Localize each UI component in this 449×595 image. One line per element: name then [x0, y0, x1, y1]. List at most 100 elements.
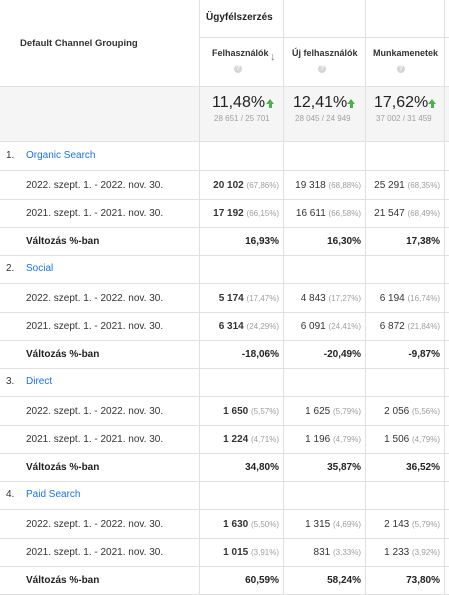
metric-cell: 1 650 (5,57%)	[223, 406, 279, 417]
metric-cell: 2 143 (5,79%)	[384, 519, 440, 530]
metric-value: 1 196	[305, 434, 331, 445]
channel-link[interactable]: Paid Search	[26, 489, 81, 500]
change-label: Változás %-ban	[26, 236, 100, 247]
metric-cell: 1 625 (5,79%)	[305, 406, 361, 417]
metric-share: (4,79%)	[332, 435, 361, 444]
change-value: 58,24%	[327, 575, 361, 586]
row-divider	[0, 312, 449, 313]
metric-cell: 1 506 (4,79%)	[384, 434, 440, 445]
help-icon[interactable]: ?	[318, 65, 326, 73]
metric-value: 831	[313, 547, 331, 558]
metric-cell: 6 194 (16,74%)	[380, 293, 440, 304]
up-arrow-icon	[347, 99, 355, 104]
metric-value: 5 174	[218, 293, 244, 304]
date-range-label: 2021. szept. 1. - 2021. nov. 30.	[26, 321, 164, 332]
date-range-label: 2021. szept. 1. - 2021. nov. 30.	[26, 434, 164, 445]
metric-value: 6 314	[218, 321, 244, 332]
metric-share: (5,57%)	[250, 407, 279, 416]
column-header-new-users[interactable]: Új felhasználók	[292, 48, 358, 58]
metric-value: 2 143	[384, 519, 410, 530]
metric-share: (21,84%)	[407, 322, 440, 331]
row-divider	[0, 538, 449, 539]
date-range-label: 2021. szept. 1. - 2021. nov. 30.	[26, 208, 164, 219]
row-divider	[0, 255, 449, 256]
metric-share: (68,49%)	[407, 209, 440, 218]
date-range-label: 2022. szept. 1. - 2022. nov. 30.	[26, 180, 164, 191]
metric-cell: 25 291 (68,35%)	[374, 180, 440, 191]
metric-value: 1 224	[223, 434, 249, 445]
metric-share: (5,50%)	[250, 520, 279, 529]
date-range-label: 2022. szept. 1. - 2022. nov. 30.	[26, 519, 164, 530]
change-value: 16,30%	[327, 236, 361, 247]
channel-link[interactable]: Social	[26, 263, 54, 274]
metric-share: (5,56%)	[411, 407, 440, 416]
metric-cell: 17 192 (66,15%)	[213, 208, 279, 219]
metric-cell: 20 102 (67,86%)	[213, 180, 279, 191]
metric-value: 6 872	[379, 321, 405, 332]
metric-cell: 6 872 (21,84%)	[380, 321, 440, 332]
metric-value: 1 015	[223, 547, 249, 558]
metric-value: 1 630	[223, 519, 249, 530]
metric-value: 6 091	[300, 321, 326, 332]
channel-link[interactable]: Direct	[26, 376, 53, 387]
column-header-sessions[interactable]: Munkamenetek	[373, 48, 439, 58]
up-arrow-icon	[431, 104, 434, 108]
summary-users-change: 11,48%	[212, 94, 266, 111]
metric-cell: 19 318 (68,88%)	[295, 180, 361, 191]
row-divider	[0, 509, 449, 510]
summary-new-users-change: 12,41%	[293, 94, 348, 111]
metric-group-title: Ügyfélszerzés	[206, 12, 273, 23]
group-index: 2.	[6, 263, 15, 274]
metric-cell: 16 611 (66,58%)	[296, 208, 361, 219]
column-divider	[199, 0, 200, 594]
change-label: Változás %-ban	[26, 349, 100, 360]
metric-share: (3,33%)	[332, 548, 361, 557]
row-divider	[0, 199, 449, 200]
column-divider	[283, 0, 284, 594]
channel-link[interactable]: Organic Search	[26, 150, 96, 161]
metric-share: (17,47%)	[246, 294, 279, 303]
metric-cell: 6 091 (24,41%)	[301, 321, 361, 332]
up-arrow-icon	[266, 99, 274, 104]
change-value: 73,80%	[406, 575, 440, 586]
up-arrow-icon	[269, 104, 272, 108]
metric-value: 25 291	[374, 180, 405, 191]
help-icon[interactable]: ?	[397, 65, 405, 73]
change-value: 36,52%	[406, 462, 440, 473]
column-divider	[444, 0, 445, 594]
metric-value: 2 056	[384, 406, 410, 417]
row-divider	[0, 396, 449, 397]
row-divider	[0, 368, 449, 369]
metric-cell: 5 174 (17,47%)	[219, 293, 279, 304]
column-header-users[interactable]: Felhasználók	[212, 48, 269, 58]
metric-cell: 1 233 (3,92%)	[384, 547, 440, 558]
change-value: -18,06%	[241, 349, 279, 360]
metric-share: (4,69%)	[332, 520, 361, 529]
column-divider	[365, 0, 366, 594]
help-icon[interactable]: ?	[234, 65, 242, 73]
change-value: 60,59%	[245, 575, 279, 586]
metric-share: (5,79%)	[411, 520, 440, 529]
metric-cell: 1 315 (4,69%)	[305, 519, 361, 530]
metric-cell: 831 (3,33%)	[314, 547, 361, 558]
metric-cell: 21 547 (68,49%)	[374, 208, 440, 219]
date-range-label: 2022. szept. 1. - 2022. nov. 30.	[26, 293, 164, 304]
change-value: 16,93%	[245, 236, 279, 247]
metric-value: 19 318	[295, 180, 326, 191]
row-divider	[0, 566, 449, 567]
row-divider	[0, 227, 449, 228]
metric-value: 1 233	[384, 547, 410, 558]
sort-desc-icon[interactable]: ↓	[270, 51, 276, 63]
row-divider	[0, 481, 449, 482]
metric-share: (66,58%)	[328, 209, 361, 218]
dimension-header[interactable]: Default Channel Grouping	[20, 38, 138, 49]
change-value: -9,87%	[408, 349, 440, 360]
metric-share: (5,79%)	[332, 407, 361, 416]
summary-row	[0, 87, 449, 141]
metric-share: (24,29%)	[246, 322, 279, 331]
up-arrow-icon	[428, 99, 436, 104]
metric-value: 6 194	[379, 293, 405, 304]
metric-share: (3,91%)	[250, 548, 279, 557]
metric-value: 1 506	[384, 434, 410, 445]
